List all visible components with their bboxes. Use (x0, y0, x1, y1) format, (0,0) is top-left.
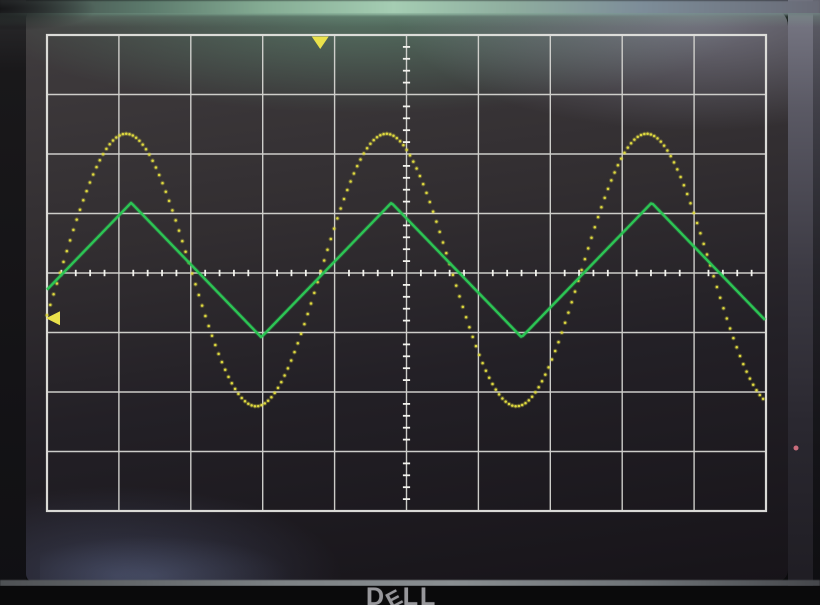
top-glare-reflection (0, 0, 820, 15)
bezel-bottom (0, 586, 820, 605)
bezel-left (0, 0, 26, 605)
bezel-bottom-edge-highlight (0, 580, 820, 586)
top-left-corner-shadow (0, 0, 130, 30)
dell-logo: DELL (366, 583, 438, 605)
bezel-right (788, 0, 820, 605)
oscilloscope-screen (26, 8, 788, 582)
dell-letter-l2: L (420, 583, 438, 605)
dell-letter-d: D (366, 583, 387, 605)
screen-bottom-glow (40, 520, 320, 590)
dell-letter-l1: L (402, 583, 421, 605)
